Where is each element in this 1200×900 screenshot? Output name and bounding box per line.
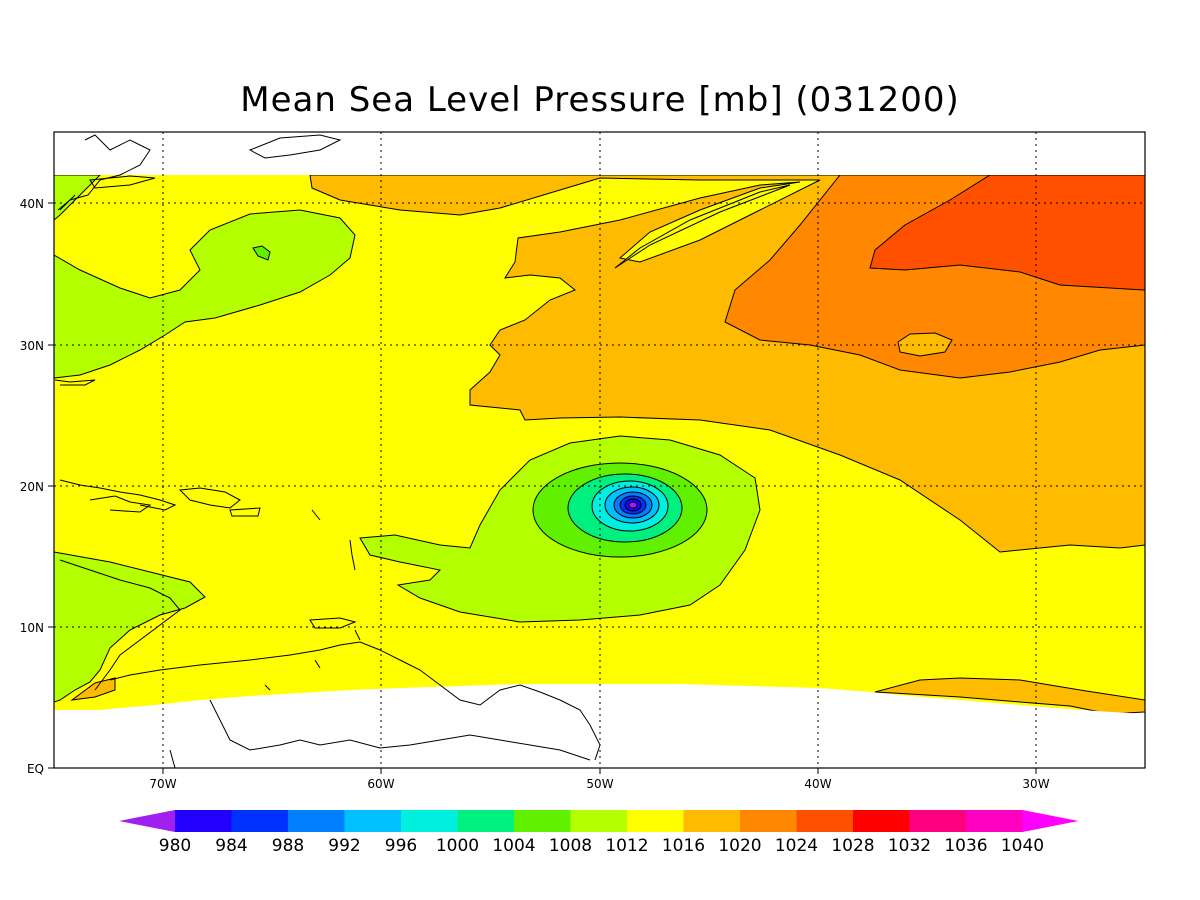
colorbar-swatch	[457, 810, 515, 832]
colorbar-swatch	[796, 810, 854, 832]
colorbar-swatch	[344, 810, 402, 832]
lat-label-40n: 40N	[20, 197, 44, 211]
colorbar-swatch	[514, 810, 571, 832]
colorbar-label: 1024	[775, 836, 818, 856]
band-1024-1028	[869, 174, 1145, 291]
colorbar-label: 1016	[662, 836, 705, 856]
colorbar-label: 996	[385, 836, 417, 856]
lon-label-30w: 30W	[1022, 777, 1049, 791]
lon-label-70w: 70W	[149, 777, 176, 791]
colorbar-label: 1040	[1001, 836, 1044, 856]
lat-label-10n: 10N	[20, 621, 44, 635]
colorbar-arrow-high	[1022, 810, 1079, 832]
lon-label-60w: 60W	[367, 777, 394, 791]
colorbar-swatch	[401, 810, 458, 832]
colorbar-label: 984	[215, 836, 247, 856]
coastlines	[54, 134, 601, 768]
colorbar-label: 1020	[718, 836, 761, 856]
band-1008-1012-southwest	[54, 551, 206, 703]
colorbar-swatch	[175, 810, 232, 832]
lon-label-50w: 50W	[586, 777, 613, 791]
band-below-980-hurricane	[628, 501, 638, 509]
colorbar-swatch	[570, 810, 628, 832]
colorbar-arrow-low	[119, 810, 175, 832]
colorbar-label: 1036	[944, 836, 987, 856]
colorbar-swatch	[683, 810, 741, 832]
colorbar-swatch	[853, 810, 910, 832]
lat-label-20n: 20N	[20, 480, 44, 494]
colorbar-label: 1032	[888, 836, 931, 856]
colorbar-swatch	[627, 810, 684, 832]
colorbar-swatch	[740, 810, 797, 832]
colorbar-swatch	[288, 810, 345, 832]
colorbar-label: 1012	[605, 836, 648, 856]
band-1012-1016-wedge	[614, 184, 791, 269]
band-1016-1020-southeast	[874, 677, 1145, 715]
colorbar-label: 988	[272, 836, 304, 856]
map-title: Mean Sea Level Pressure [mb] (031200)	[240, 80, 960, 120]
lat-label-30n: 30N	[20, 339, 44, 353]
colorbar-label: 1008	[549, 836, 592, 856]
colorbar-label: 980	[159, 836, 191, 856]
band-1016-1020-southwest-spot	[70, 677, 116, 701]
band-1004-1008-spot	[252, 245, 271, 261]
colorbar-label: 992	[328, 836, 360, 856]
lat-label-eq: EQ	[27, 762, 44, 776]
colorbar-swatch	[231, 810, 289, 832]
graticule	[54, 132, 1145, 768]
lon-label-40w: 40W	[804, 777, 831, 791]
colorbar-label: 1028	[831, 836, 874, 856]
colorbar-swatch	[909, 810, 967, 832]
colorbar: 980 984 988 992 996 1000 1004 1008 1012 1016 1020 1…	[119, 810, 1079, 856]
band-1008-1012-west	[54, 209, 356, 379]
tick-marks	[48, 202, 1037, 774]
colorbar-label: 1004	[492, 836, 535, 856]
colorbar-label: 1000	[436, 836, 479, 856]
colorbar-swatch	[966, 810, 1023, 832]
